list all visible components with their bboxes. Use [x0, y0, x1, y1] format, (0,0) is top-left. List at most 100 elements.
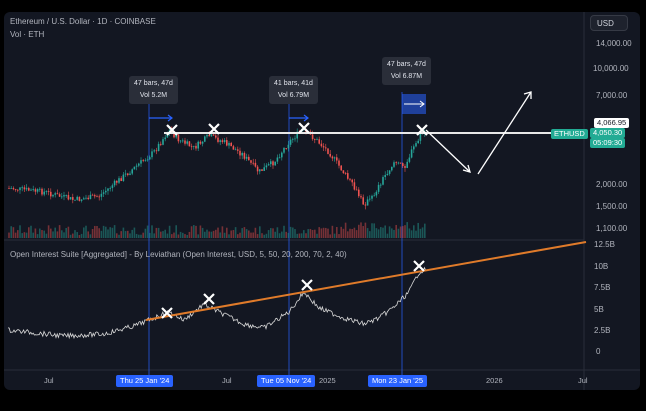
volume-bar: [199, 225, 202, 238]
candle-body: [358, 189, 360, 197]
volume-bar: [408, 228, 411, 238]
chart-title[interactable]: Ethereum / U.S. Dollar · 1D · COINBASE: [10, 17, 156, 26]
chart-canvas[interactable]: [4, 12, 640, 390]
volume-bar: [380, 227, 382, 238]
candle-body: [153, 150, 155, 152]
volume-bar: [54, 227, 56, 238]
volume-bar: [113, 225, 116, 238]
candle-body: [19, 187, 21, 191]
candle-body: [34, 189, 37, 192]
candle-body: [155, 150, 158, 152]
volume-bar: [206, 229, 208, 238]
x-marker: [208, 123, 220, 135]
candle-body: [204, 136, 206, 142]
candle-body: [232, 146, 235, 150]
oi-indicator-title[interactable]: Open Interest Suite [Aggregated] - By Le…: [10, 250, 347, 259]
volume-bar: [116, 233, 118, 238]
price-tick: 2,000.00: [596, 180, 628, 189]
candle-body: [243, 153, 246, 159]
x-markers-oi: [161, 260, 425, 319]
candle-body: [340, 165, 342, 171]
candle-body: [116, 180, 118, 183]
volume-bar: [263, 234, 265, 238]
candle-body: [325, 147, 327, 149]
candle-body: [342, 170, 345, 174]
volume-bar: [248, 230, 250, 238]
volume-bar: [164, 229, 166, 238]
volume-label[interactable]: Vol · ETH: [10, 30, 45, 39]
candle-body: [179, 140, 182, 142]
candle-body: [157, 143, 160, 152]
candle-body: [102, 192, 105, 194]
candle-body: [386, 173, 389, 176]
time-label: 2025: [319, 376, 336, 385]
volume-bar: [373, 223, 375, 238]
volume-bar: [43, 230, 45, 238]
candle-body: [336, 157, 338, 161]
candle-body: [212, 134, 215, 136]
volume-bar: [85, 225, 87, 238]
volume-bar: [124, 231, 127, 238]
volume-bar: [358, 224, 360, 238]
candle-body: [329, 153, 331, 157]
symbol-tag: ETHUSD: [551, 129, 588, 139]
volume-bar: [201, 227, 204, 238]
candle-body: [146, 159, 149, 161]
volume-bar: [171, 234, 173, 238]
candle-body: [32, 189, 34, 191]
candle-body: [226, 140, 228, 146]
volume-bar: [239, 232, 241, 238]
volume-bar: [118, 234, 120, 238]
candle-body: [188, 141, 191, 147]
volume-bars: [8, 222, 426, 238]
volume-bar: [98, 228, 100, 238]
volume-bar: [274, 231, 276, 238]
candle-body: [41, 188, 43, 195]
candle-body: [61, 196, 63, 198]
candle-body: [245, 156, 248, 159]
time-label: 2026: [486, 376, 503, 385]
candle-body: [417, 140, 419, 144]
volume-bar: [307, 229, 309, 238]
date-chip-2: Tue 05 Nov '24: [257, 375, 316, 387]
volume-bar: [56, 231, 59, 238]
volume-bar: [14, 232, 17, 238]
chart-window[interactable]: Ethereum / U.S. Dollar · 1D · COINBASE V…: [4, 12, 640, 390]
candle-body: [131, 169, 133, 174]
candle-body: [274, 161, 276, 166]
volume-bar: [259, 226, 261, 238]
volume-bar: [72, 233, 74, 238]
candle-body: [278, 157, 281, 159]
candle-body: [331, 156, 334, 159]
candle-body: [151, 151, 153, 158]
volume-bar: [179, 231, 182, 238]
open-interest-line: [7, 266, 426, 340]
volume-bar: [94, 225, 96, 238]
candle-body: [199, 141, 202, 144]
volume-bar: [325, 227, 327, 238]
volume-bar: [195, 225, 197, 238]
volume-bar: [122, 227, 125, 238]
candle-body: [67, 195, 70, 200]
currency-button[interactable]: USD: [590, 15, 628, 31]
candle-body: [173, 132, 175, 138]
volume-bar: [135, 233, 138, 238]
volume-bar: [393, 229, 395, 238]
volume-bar: [287, 232, 290, 238]
volume-bar: [278, 233, 281, 238]
volume-bar: [221, 226, 224, 238]
candle-body: [256, 166, 259, 172]
candle-body: [182, 140, 184, 142]
volume-bar: [351, 229, 353, 238]
volume-bar: [21, 233, 23, 238]
volume-bar: [318, 227, 320, 238]
candle-body: [184, 140, 186, 144]
volume-bar: [283, 225, 285, 238]
volume-bar: [270, 228, 272, 238]
volume-bar: [168, 225, 171, 238]
candle-body: [292, 138, 294, 140]
candle-body: [47, 191, 50, 193]
volume-bar: [96, 226, 98, 238]
volume-bar: [322, 227, 325, 238]
countdown-tag: 05:09:30: [590, 138, 626, 148]
